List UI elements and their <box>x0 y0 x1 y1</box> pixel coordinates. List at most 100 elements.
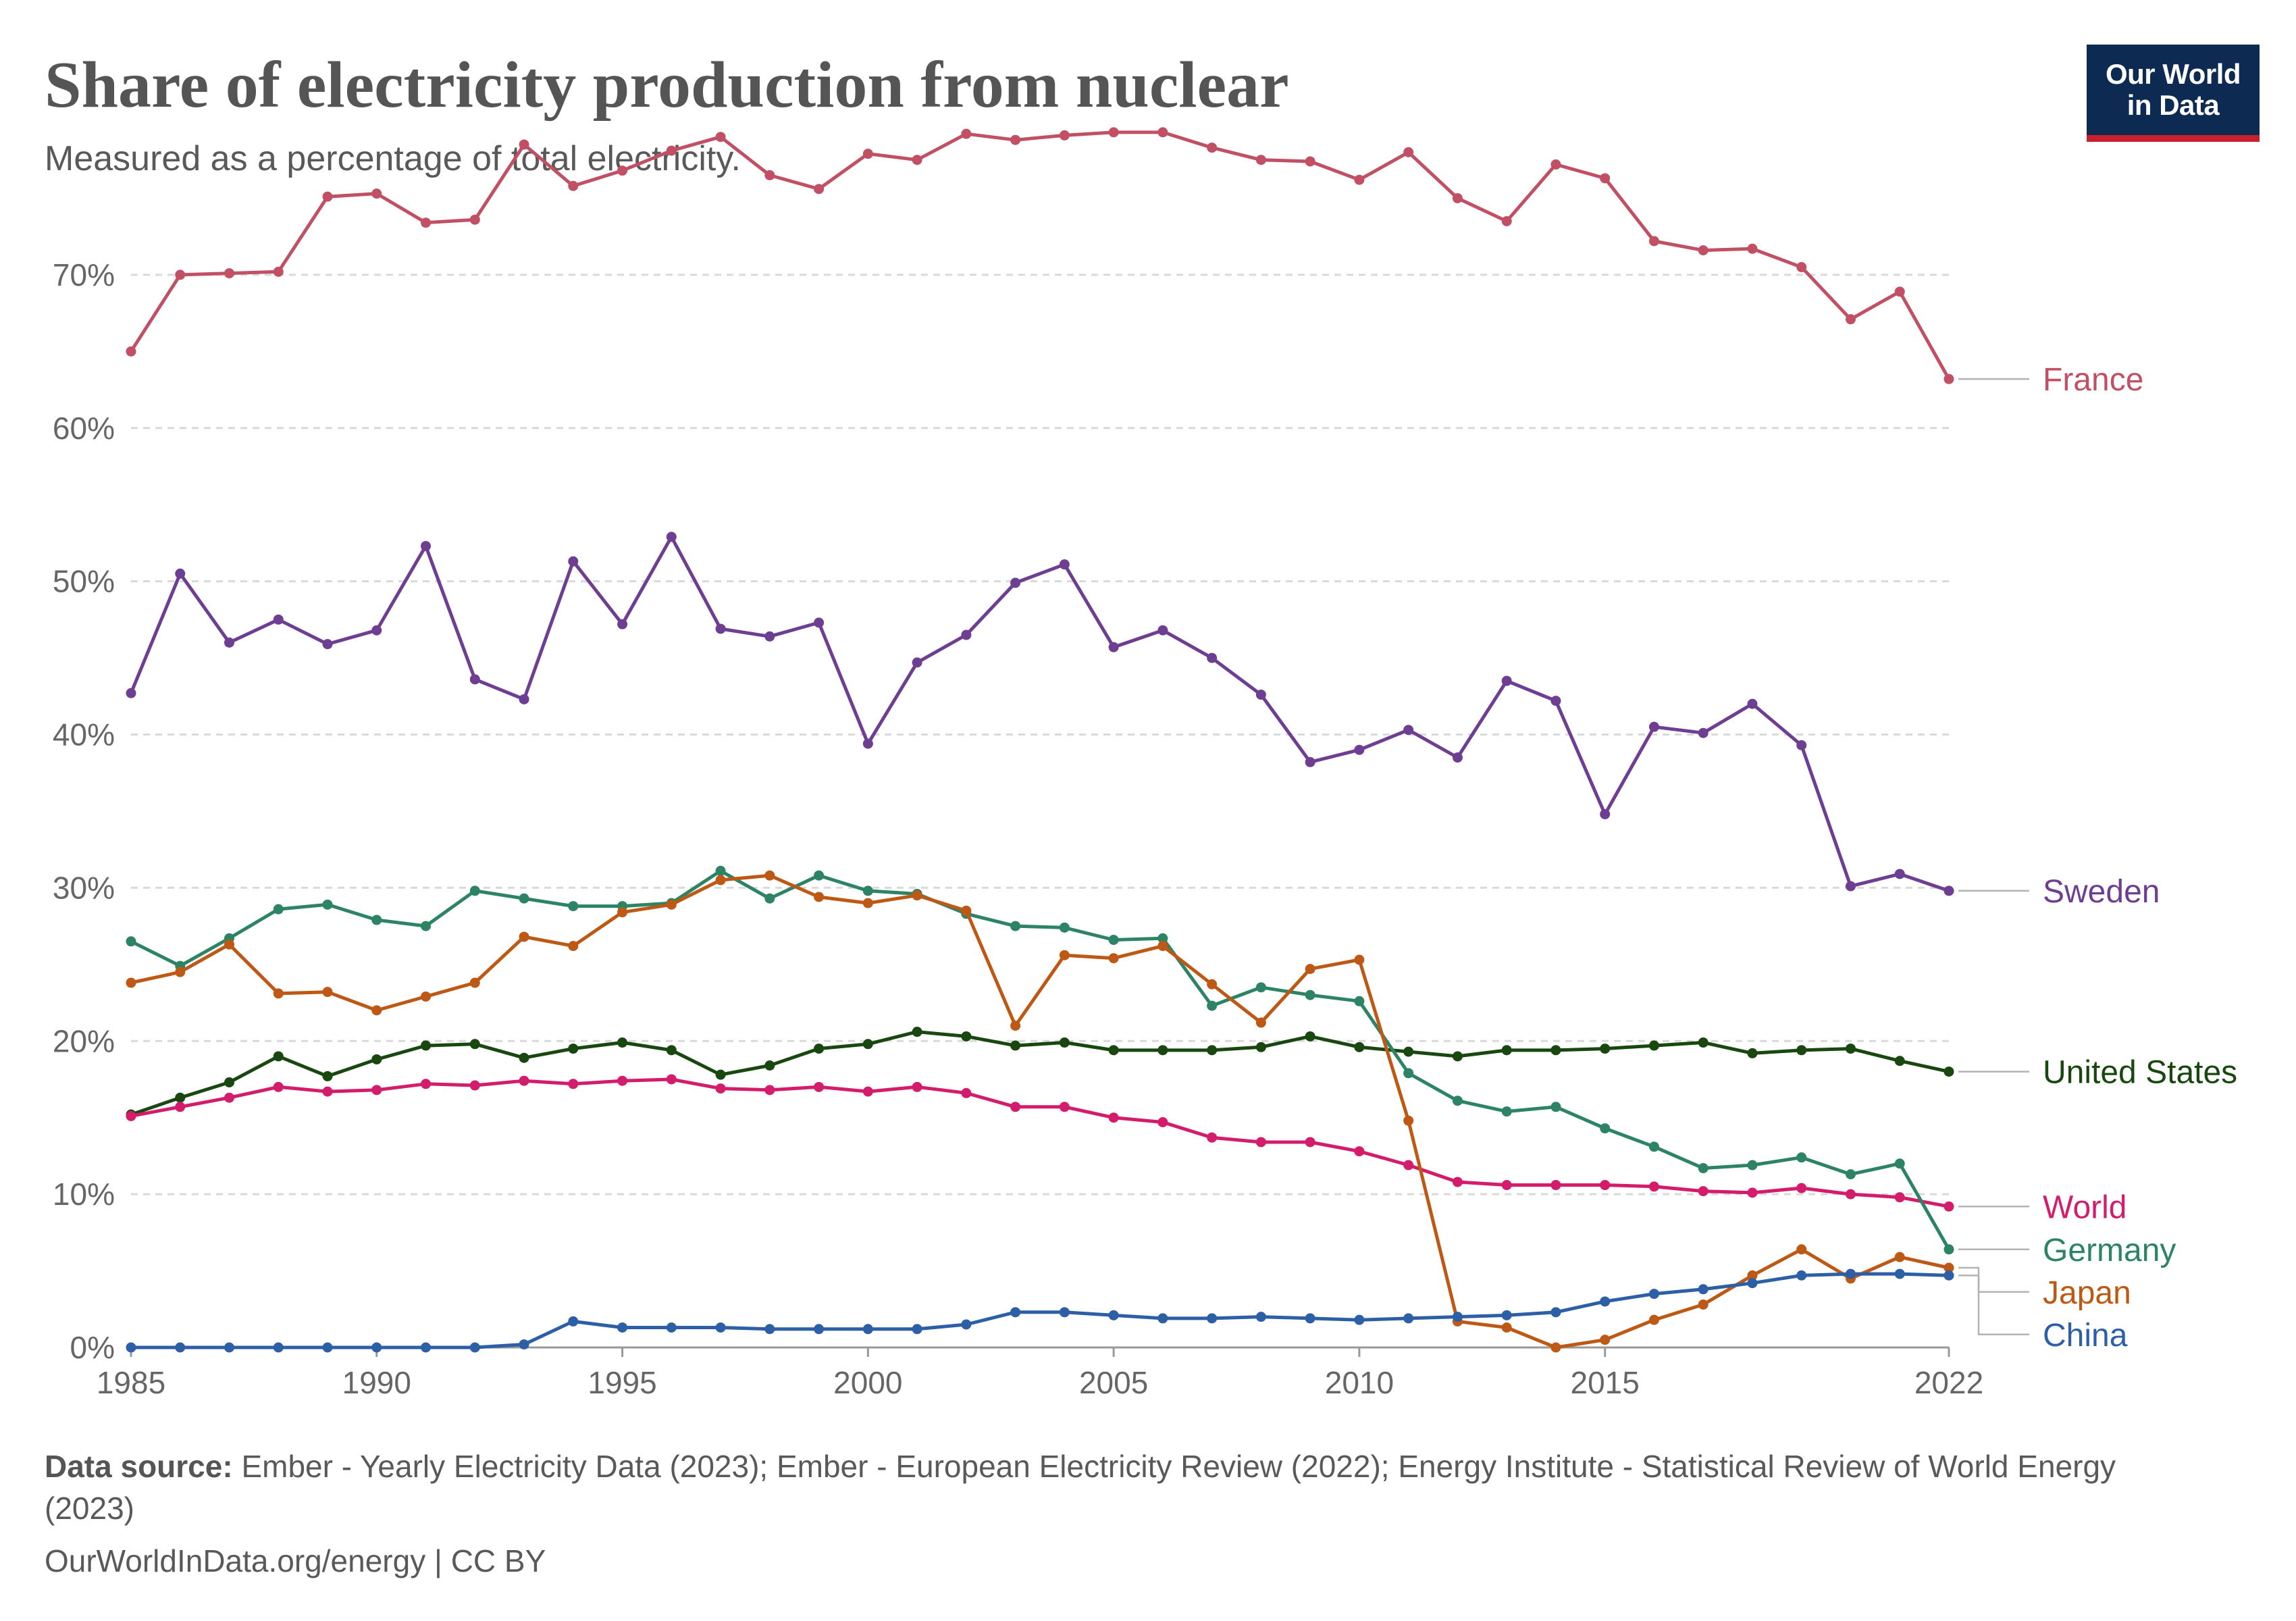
series-germany[interactable] <box>126 865 1954 1255</box>
data-point[interactable] <box>1550 1307 1561 1318</box>
data-point[interactable] <box>322 1086 333 1097</box>
data-point[interactable] <box>421 540 432 551</box>
data-point[interactable] <box>1501 1045 1512 1056</box>
data-point[interactable] <box>715 132 726 143</box>
data-point[interactable] <box>469 1039 480 1050</box>
data-point[interactable] <box>1403 1160 1414 1170</box>
data-point[interactable] <box>519 694 529 704</box>
data-point[interactable] <box>1648 1181 1659 1192</box>
data-point[interactable] <box>273 904 284 915</box>
data-point[interactable] <box>1550 159 1561 170</box>
data-point[interactable] <box>322 1342 333 1353</box>
data-point[interactable] <box>1010 921 1021 931</box>
data-point[interactable] <box>1894 286 1905 297</box>
data-point[interactable] <box>126 1342 136 1353</box>
data-point[interactable] <box>1501 1322 1512 1333</box>
data-point[interactable] <box>469 885 480 896</box>
data-point[interactable] <box>469 1342 480 1353</box>
data-point[interactable] <box>1796 1183 1807 1193</box>
series-line[interactable] <box>130 873 1950 1349</box>
data-point[interactable] <box>666 532 677 542</box>
data-point[interactable] <box>666 1045 677 1056</box>
data-point[interactable] <box>1305 1031 1315 1041</box>
data-point[interactable] <box>1845 314 1856 325</box>
data-point[interactable] <box>322 1071 333 1081</box>
data-point[interactable] <box>175 568 186 579</box>
data-point[interactable] <box>175 1102 186 1112</box>
data-point[interactable] <box>764 1085 775 1096</box>
data-point[interactable] <box>1059 130 1070 140</box>
data-point[interactable] <box>764 1324 775 1335</box>
data-point[interactable] <box>175 269 186 280</box>
data-point[interactable] <box>519 139 529 150</box>
data-point[interactable] <box>568 941 579 952</box>
data-point[interactable] <box>1403 1115 1414 1126</box>
data-point[interactable] <box>1010 1021 1021 1031</box>
data-point[interactable] <box>469 214 480 225</box>
data-point[interactable] <box>1550 1045 1561 1056</box>
data-point[interactable] <box>1600 1335 1611 1345</box>
data-point[interactable] <box>1796 1045 1807 1056</box>
data-point[interactable] <box>1403 725 1414 736</box>
data-point[interactable] <box>666 1074 677 1085</box>
series-line[interactable] <box>129 535 1950 893</box>
data-point[interactable] <box>961 1031 972 1041</box>
data-point[interactable] <box>1403 1046 1414 1057</box>
data-point[interactable] <box>1403 1068 1414 1079</box>
data-point[interactable] <box>1452 1177 1463 1187</box>
data-point[interactable] <box>764 1060 775 1071</box>
data-point[interactable] <box>961 629 972 640</box>
data-point[interactable] <box>1059 922 1070 933</box>
data-point[interactable] <box>764 170 775 180</box>
data-point[interactable] <box>1305 756 1315 767</box>
data-point[interactable] <box>1550 1102 1561 1112</box>
data-point[interactable] <box>1403 147 1414 157</box>
owid-logo[interactable]: Our World in Data <box>2087 45 2260 142</box>
data-point[interactable] <box>764 893 775 904</box>
data-point[interactable] <box>617 907 628 918</box>
data-point[interactable] <box>126 977 136 988</box>
data-point[interactable] <box>1894 869 1905 879</box>
data-point[interactable] <box>1059 950 1070 960</box>
data-point[interactable] <box>371 625 382 636</box>
data-point[interactable] <box>1648 1314 1659 1325</box>
data-point[interactable] <box>126 1110 136 1121</box>
data-point[interactable] <box>1059 559 1070 570</box>
data-point[interactable] <box>1255 1312 1266 1322</box>
data-point[interactable] <box>224 1092 235 1103</box>
data-point[interactable] <box>519 1339 529 1349</box>
data-point[interactable] <box>1943 1270 1954 1281</box>
data-point[interactable] <box>862 149 873 159</box>
data-point[interactable] <box>224 939 235 950</box>
data-point[interactable] <box>617 165 628 176</box>
data-point[interactable] <box>1943 1201 1954 1212</box>
data-point[interactable] <box>469 977 480 988</box>
data-point[interactable] <box>1207 1045 1218 1056</box>
data-point[interactable] <box>1157 1045 1168 1056</box>
data-point[interactable] <box>1452 192 1463 203</box>
data-point[interactable] <box>1501 1180 1512 1191</box>
data-point[interactable] <box>1452 1096 1463 1106</box>
data-point[interactable] <box>715 1322 726 1333</box>
data-point[interactable] <box>273 1342 284 1353</box>
data-point[interactable] <box>862 1039 873 1050</box>
data-point[interactable] <box>568 1079 579 1089</box>
data-point[interactable] <box>1600 1044 1611 1054</box>
data-point[interactable] <box>322 639 333 650</box>
data-point[interactable] <box>1550 696 1561 706</box>
data-point[interactable] <box>224 1077 235 1088</box>
series-line[interactable] <box>129 130 1951 380</box>
data-point[interactable] <box>912 155 922 165</box>
data-point[interactable] <box>1600 808 1611 819</box>
data-point[interactable] <box>1698 245 1708 256</box>
data-point[interactable] <box>1747 698 1758 709</box>
data-point[interactable] <box>1108 1045 1119 1056</box>
data-point[interactable] <box>175 967 186 977</box>
data-point[interactable] <box>1894 1158 1905 1169</box>
data-point[interactable] <box>1207 1000 1218 1011</box>
data-point[interactable] <box>715 1083 726 1094</box>
data-point[interactable] <box>224 1342 235 1353</box>
data-point[interactable] <box>1452 1051 1463 1062</box>
data-point[interactable] <box>666 899 677 910</box>
data-point[interactable] <box>568 901 579 912</box>
